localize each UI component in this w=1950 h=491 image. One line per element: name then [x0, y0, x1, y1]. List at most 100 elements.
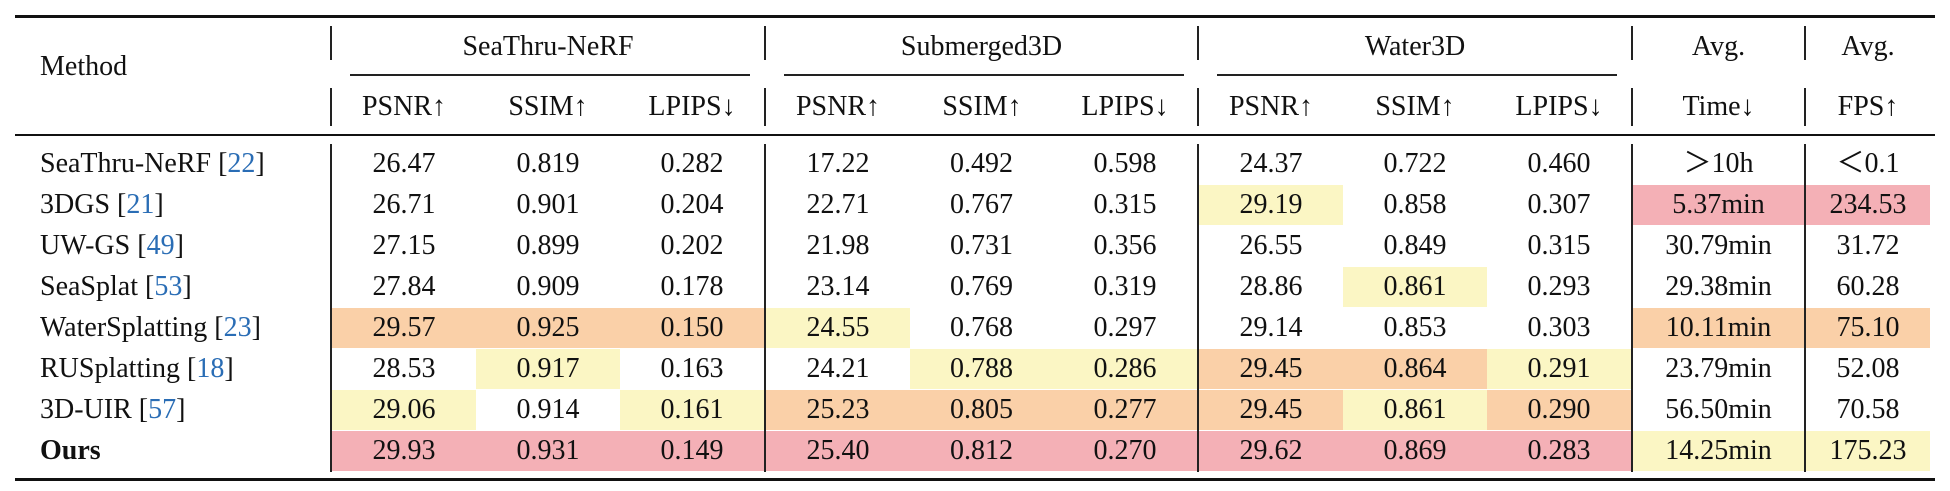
metric-header-psnr: PSNR↑ [795, 91, 881, 122]
body-separator-1 [330, 144, 332, 472]
table-cell: 0.861 [1343, 390, 1487, 430]
table-cell: 0.297 [1093, 312, 1157, 343]
table-cell: 5.37min [1633, 185, 1804, 225]
metric-header-lpips: LPIPS↓ [1515, 91, 1603, 122]
table-cell: 60.28 [1836, 271, 1900, 302]
metric-header-ssim: SSIM↑ [942, 91, 1022, 122]
table-cell: 0.767 [950, 189, 1013, 220]
table-cell: 0.869 [1343, 431, 1487, 471]
table-cell: 29.62 [1199, 431, 1343, 471]
method-label: 3D-UIR [40, 394, 132, 425]
header-separator-5 [1804, 26, 1806, 60]
table-cell: 27.84 [372, 271, 436, 302]
table-cell: 0.149 [620, 431, 764, 471]
method-label: SeaThru-NeRF [40, 148, 212, 179]
table-cell: 23.79min [1665, 353, 1772, 384]
table-cell: 0.853 [1383, 312, 1447, 343]
table-cell: 29.45 [1199, 390, 1343, 430]
table-cell: 0.864 [1343, 349, 1487, 389]
group-header-water3d: Water3D [1364, 31, 1466, 62]
table-cell: 30.79min [1665, 230, 1772, 261]
citation-link[interactable]: 57 [148, 394, 177, 425]
body-separator-2 [764, 144, 766, 472]
subheader-separator-4 [1631, 88, 1633, 126]
table-cell: 0.356 [1093, 230, 1157, 261]
table-cell: 26.71 [372, 189, 436, 220]
table-cell: 0.307 [1527, 189, 1591, 220]
time-header-top: Avg. [1691, 31, 1746, 62]
table-cell: 10.11min [1633, 308, 1804, 348]
header-separator-3 [1197, 26, 1199, 60]
table-cell: 0.315 [1527, 230, 1591, 261]
table-cell: 0.899 [516, 230, 580, 261]
table-cell: 75.10 [1806, 308, 1930, 348]
table-cell: 14.25min [1633, 431, 1804, 471]
table-cell: 0.290 [1487, 390, 1631, 430]
table-cell: 0.788 [910, 349, 1053, 389]
table-cell: 0.769 [950, 271, 1013, 302]
group-underline-3 [1217, 74, 1617, 76]
table-cell: 26.55 [1239, 230, 1303, 261]
table-cell: 29.57 [332, 308, 476, 348]
table-cell: 0.858 [1383, 189, 1447, 220]
table-cell: 0.277 [1053, 390, 1197, 430]
method-name: Ours [40, 431, 101, 471]
method-label: RUSplatting [40, 353, 181, 384]
subheader-separator-5 [1804, 88, 1806, 126]
table-cell: 70.58 [1836, 394, 1900, 425]
table-cell: 29.93 [332, 431, 476, 471]
table-cell: 0.731 [950, 230, 1013, 261]
table-cell: 0.861 [1343, 267, 1487, 307]
table-cell: 0.161 [620, 390, 764, 430]
table-cell: 234.53 [1806, 185, 1930, 225]
citation-link[interactable]: 21 [126, 189, 155, 220]
group-header-submerged3d: Submerged3D [900, 31, 1063, 62]
table-cell: 0.291 [1487, 349, 1631, 389]
table-cell: 0.303 [1527, 312, 1591, 343]
citation-link[interactable]: 18 [196, 353, 225, 384]
header-separator-1 [330, 26, 332, 60]
table-cell: 175.23 [1806, 431, 1930, 471]
time-header-bottom: Time↓ [1682, 91, 1755, 122]
citation-link[interactable]: 53 [154, 271, 183, 302]
table-cell: 0.819 [516, 148, 580, 179]
table-cell: 21.98 [806, 230, 870, 261]
table-cell: 0.282 [660, 148, 724, 179]
metric-header-ssim: SSIM↑ [1375, 91, 1455, 122]
table-cell: 0.315 [1093, 189, 1157, 220]
body-separator-3 [1197, 144, 1199, 472]
table-cell: 0.849 [1383, 230, 1447, 261]
metric-header-psnr: PSNR↑ [361, 91, 447, 122]
table-cell: 24.37 [1239, 148, 1303, 179]
citation-link[interactable]: 49 [146, 230, 175, 261]
group-underline-2 [784, 74, 1184, 76]
table-cell: 0.492 [950, 148, 1013, 179]
table-cell: 29.45 [1199, 349, 1343, 389]
method-label: UW-GS [40, 230, 131, 261]
method-name: RUSplatting [18] [40, 353, 234, 384]
table-cell: 25.40 [766, 431, 910, 471]
table-cell: 26.47 [372, 148, 436, 179]
table-cell: 17.22 [806, 148, 870, 179]
citation-link[interactable]: 23 [223, 312, 252, 343]
header-separator-4 [1631, 26, 1633, 60]
citation-link[interactable]: 22 [227, 148, 256, 179]
table-cell: 29.19 [1199, 185, 1343, 225]
method-name: 3D-UIR [57] [40, 394, 186, 425]
table-cell: 0.319 [1093, 271, 1157, 302]
fps-header-bottom: FPS↑ [1837, 91, 1899, 122]
table-cell: 0.150 [620, 308, 764, 348]
table-cell: 24.55 [766, 308, 910, 348]
table-cell: 0.901 [516, 189, 580, 220]
table-cell: 29.14 [1239, 312, 1303, 343]
method-name: WaterSplatting [23] [40, 312, 261, 343]
table-cell: 28.53 [372, 353, 436, 384]
method-name: SeaThru-NeRF [22] [40, 148, 265, 179]
method-name: UW-GS [49] [40, 230, 184, 261]
table-cell: 0.163 [660, 353, 724, 384]
table-cell: 0.917 [476, 349, 620, 389]
subheader-separator-1 [330, 88, 332, 126]
body-separator-5 [1804, 144, 1806, 472]
table-cell: 0.460 [1527, 148, 1591, 179]
table-cell: 0.722 [1383, 148, 1447, 179]
